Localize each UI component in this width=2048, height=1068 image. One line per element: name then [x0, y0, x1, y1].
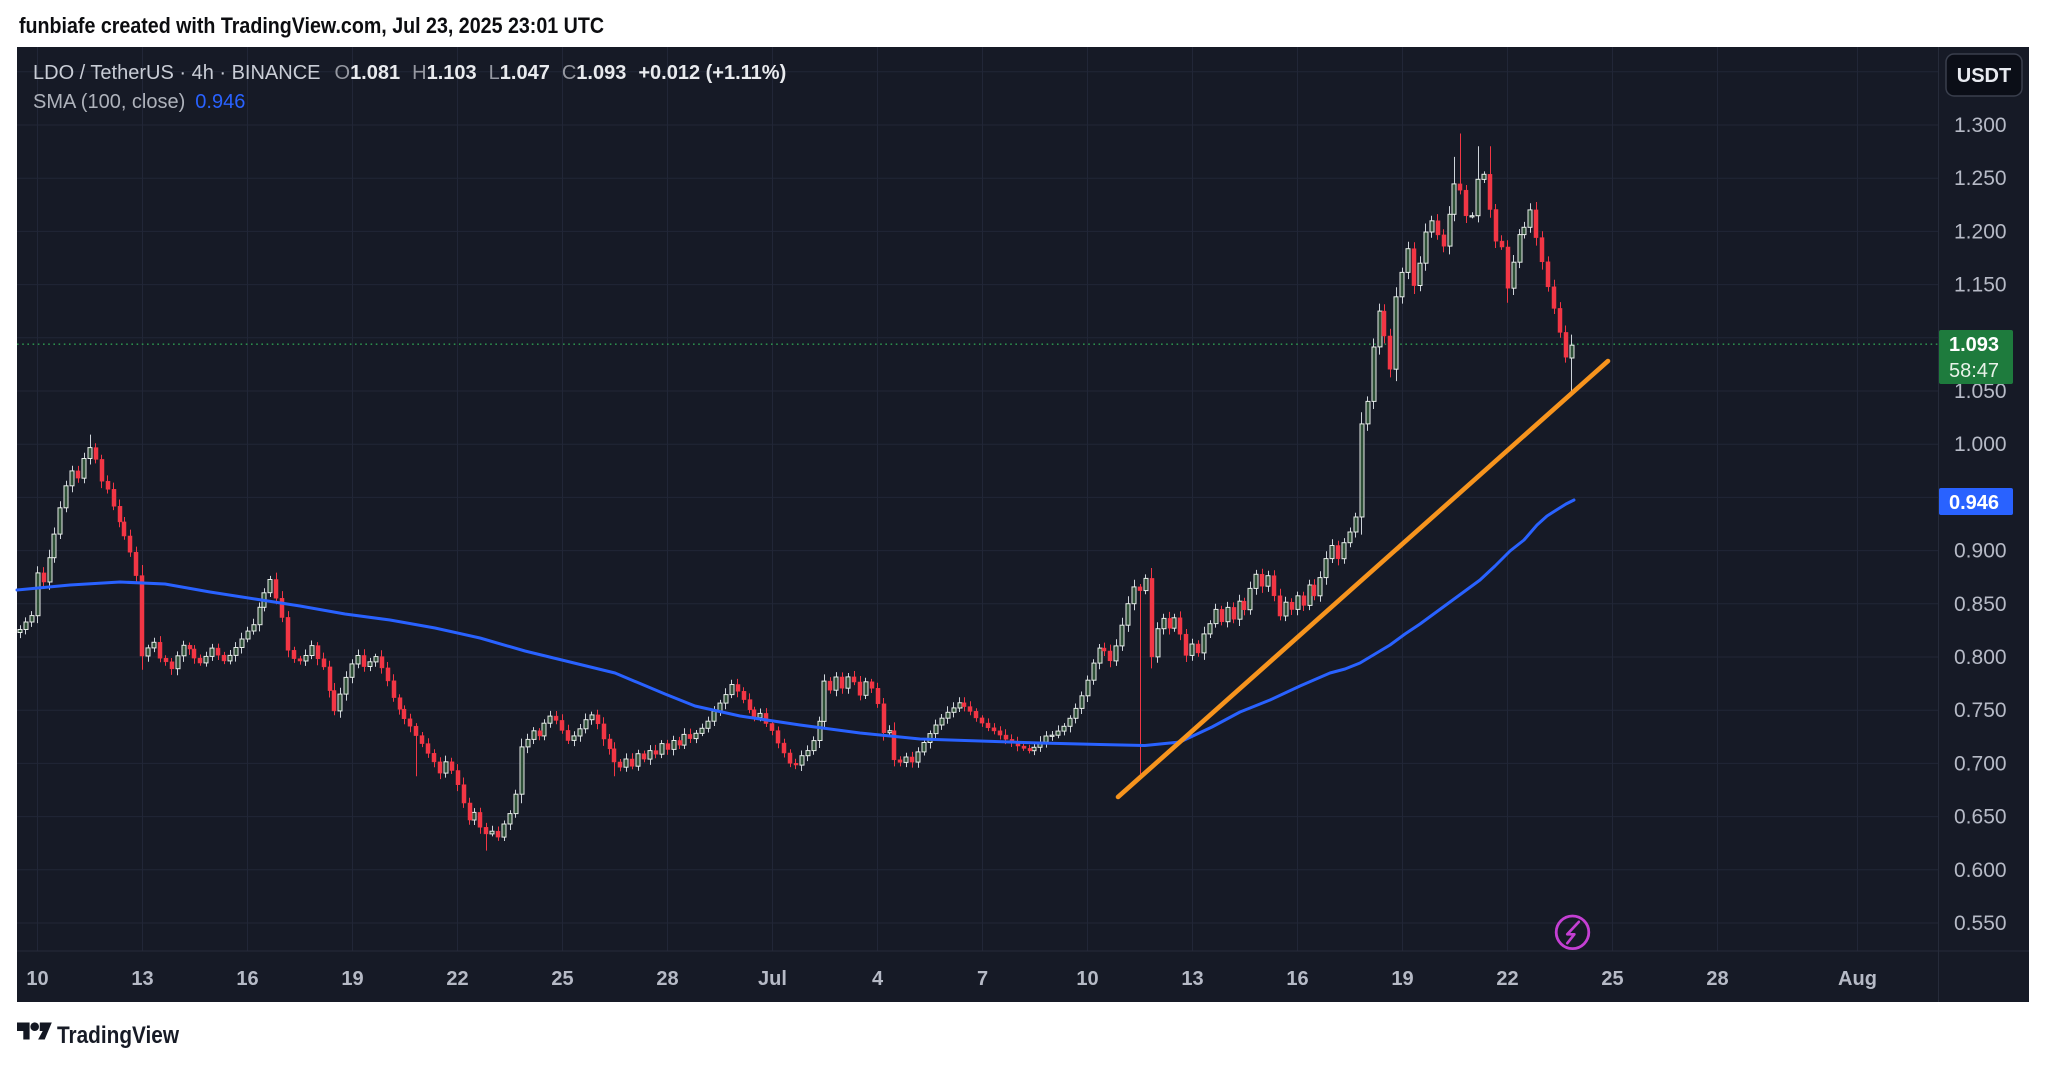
- svg-text:13: 13: [131, 968, 153, 990]
- svg-text:0.650: 0.650: [1954, 806, 2007, 829]
- svg-text:Aug: Aug: [1838, 968, 1877, 990]
- svg-text:16: 16: [236, 968, 258, 990]
- svg-text:0.946: 0.946: [1949, 492, 1999, 514]
- svg-text:0.550: 0.550: [1954, 912, 2007, 935]
- svg-text:1.200: 1.200: [1954, 220, 2007, 243]
- svg-text:1.093: 1.093: [1949, 334, 1999, 356]
- svg-text:Jul: Jul: [758, 968, 787, 990]
- svg-text:58:47: 58:47: [1949, 360, 1999, 382]
- svg-text:0.600: 0.600: [1954, 859, 2007, 882]
- svg-text:13: 13: [1181, 968, 1203, 990]
- svg-text:USDT: USDT: [1957, 65, 2011, 87]
- svg-text:0.800: 0.800: [1954, 646, 2007, 669]
- svg-text:1.150: 1.150: [1954, 274, 2007, 297]
- svg-text:25: 25: [551, 968, 573, 990]
- svg-text:28: 28: [656, 968, 678, 990]
- svg-text:7: 7: [977, 968, 988, 990]
- svg-text:0.750: 0.750: [1954, 699, 2007, 722]
- svg-text:1.250: 1.250: [1954, 167, 2007, 190]
- svg-text:funbiafe created with TradingV: funbiafe created with TradingView.com, J…: [19, 13, 604, 38]
- svg-text:28: 28: [1706, 968, 1728, 990]
- svg-text:16: 16: [1286, 968, 1308, 990]
- svg-text:TradingView: TradingView: [57, 1022, 179, 1049]
- svg-text:19: 19: [1391, 968, 1413, 990]
- svg-text:10: 10: [26, 968, 48, 990]
- svg-text:25: 25: [1601, 968, 1623, 990]
- svg-text:0.900: 0.900: [1954, 540, 2007, 563]
- svg-text:SMA (100, close)0.946: SMA (100, close) 0.946: [33, 91, 245, 113]
- svg-text:19: 19: [341, 968, 363, 990]
- svg-text:1.000: 1.000: [1954, 433, 2007, 456]
- svg-text:0.700: 0.700: [1954, 752, 2007, 775]
- svg-text:1.300: 1.300: [1954, 114, 2007, 137]
- svg-text:1.050: 1.050: [1954, 380, 2007, 403]
- svg-text:0.850: 0.850: [1954, 593, 2007, 616]
- svg-text:10: 10: [1076, 968, 1098, 990]
- svg-text:22: 22: [446, 968, 468, 990]
- svg-text:22: 22: [1496, 968, 1518, 990]
- svg-text:4: 4: [872, 968, 884, 990]
